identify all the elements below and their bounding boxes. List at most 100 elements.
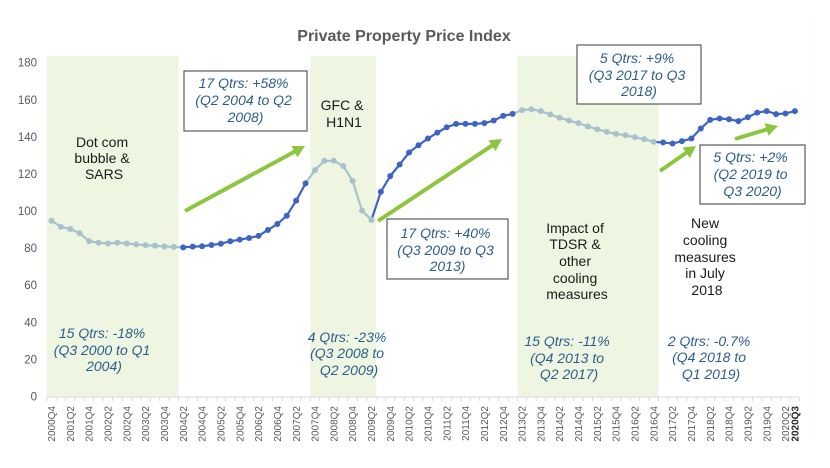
series-points: [48, 106, 798, 251]
data-point: [283, 212, 290, 219]
event-label-line: other: [559, 253, 591, 269]
x-tick-label: 2012Q4: [499, 406, 510, 442]
data-point: [359, 207, 366, 214]
x-axis: [46, 396, 801, 401]
data-point: [86, 238, 93, 245]
data-point: [556, 114, 563, 121]
x-tick-label: 2006Q2: [254, 406, 265, 442]
data-point: [519, 107, 525, 114]
data-point: [744, 114, 751, 121]
change-annotation-text: 5 Qtrs: +9% (Q3 2017 to Q3 2018): [589, 50, 689, 99]
x-tick-label: 2004Q2: [179, 406, 190, 442]
data-point: [716, 115, 723, 122]
data-point: [48, 217, 55, 224]
change-annotation-text: 15 Qtrs: -18% (Q3 2000 to Q1 2004): [54, 325, 154, 374]
change-annotation-text: 2 Qtrs: -0.7% (Q4 2018 to Q1 2019): [667, 333, 754, 382]
data-point: [754, 109, 761, 116]
y-tick-label: 80: [24, 243, 37, 255]
event-label-line: 2018: [691, 282, 722, 298]
change-annotation-line: 5 Qtrs: +9%: [600, 50, 674, 66]
data-point: [161, 243, 168, 250]
x-tick-label: 2008Q2: [329, 406, 340, 442]
data-point: [669, 140, 676, 147]
data-point: [415, 142, 422, 149]
arrow-shaft: [376, 143, 494, 223]
data-point: [104, 240, 111, 247]
change-annotation-box: 17 Qtrs: +40% (Q3 2009 to Q3 2013): [386, 218, 509, 280]
data-point: [528, 106, 535, 113]
event-label-line: bubble &: [74, 150, 130, 166]
x-tick-label: 2019Q2: [743, 406, 754, 442]
data-point: [152, 242, 159, 249]
event-label-line: cooling: [553, 270, 597, 286]
event-label-line: in July: [685, 265, 725, 281]
arrow-head-icon: [682, 146, 696, 159]
data-point: [368, 216, 375, 223]
event-label-line: measures: [546, 286, 607, 302]
data-point: [697, 125, 704, 132]
data-point: [321, 157, 328, 164]
x-tick-label: 2000Q4: [47, 406, 58, 442]
change-annotation-line: (Q3 2008 to: [310, 345, 384, 361]
data-point: [584, 123, 591, 130]
x-tick-label: 2015Q4: [612, 406, 623, 442]
data-point: [180, 244, 187, 251]
y-tick-label: 60: [24, 280, 37, 292]
data-point: [726, 116, 733, 123]
change-annotation-line: Q2 2017): [540, 366, 598, 382]
data-point: [208, 241, 215, 248]
change-annotation-line: 17 Qtrs: +58%: [199, 75, 289, 91]
data-point: [434, 129, 441, 136]
data-point: [142, 242, 149, 249]
data-point: [264, 226, 271, 233]
event-label-cooling-2018: New cooling measures in July 2018: [674, 215, 739, 298]
y-tick-label: 120: [18, 169, 37, 181]
event-label-line: TDSR &: [549, 236, 601, 252]
x-tick-label: 2019Q4: [762, 406, 773, 442]
x-tick-label: 2017Q2: [668, 406, 679, 442]
data-point: [500, 112, 507, 119]
x-tick-label: 2002Q2: [104, 406, 115, 442]
change-annotation-line: 2004): [85, 358, 122, 374]
data-point: [462, 120, 469, 127]
change-annotation-line: (Q2 2004 to Q2: [195, 92, 292, 108]
series-line-segment: [351, 179, 364, 212]
x-tick-label: 2011Q4: [461, 406, 472, 441]
change-annotation-line: (Q2 2019 to: [714, 166, 788, 182]
x-tick-label: 2009Q2: [367, 406, 378, 442]
arrow-shaft: [658, 150, 689, 173]
data-point: [255, 232, 262, 239]
x-tick-label: 2008Q4: [348, 406, 359, 442]
annotation-box-frame: [183, 70, 308, 132]
event-label-dotcom: Dot com bubble & SARS: [74, 134, 133, 182]
x-tick-label: 2020Q3: [790, 406, 801, 442]
x-tick-label: 2006Q4: [273, 406, 284, 442]
change-annotation-text: 15 Qtrs: -11% (Q4 2013 to Q2 2017): [524, 333, 613, 382]
y-tick-label: 140: [18, 132, 37, 144]
change-annotation-line: 2018): [620, 83, 657, 99]
x-tick-label: 2007Q4: [311, 406, 322, 442]
trend-arrow: [734, 123, 778, 141]
data-point: [133, 241, 140, 248]
change-annotation-line: 5 Qtrs: +2%: [713, 149, 787, 165]
data-point: [424, 135, 431, 142]
data-point: [566, 117, 573, 124]
data-point: [660, 139, 667, 146]
event-label-line: New: [691, 215, 720, 231]
event-label-line: Dot com: [76, 134, 128, 150]
arrow-shaft: [184, 149, 297, 213]
change-annotation-line: 17 Qtrs: +40%: [401, 225, 491, 241]
data-point: [396, 161, 403, 168]
change-annotation-box: 5 Qtrs: +2% (Q2 2019 to Q3 2020): [699, 144, 806, 205]
x-tick-label: 2013Q2: [518, 406, 529, 442]
change-annotation-text: 5 Qtrs: +2% (Q2 2019 to Q3 2020): [713, 149, 791, 199]
data-point: [189, 243, 196, 250]
y-tick-label: 100: [18, 206, 37, 218]
data-point: [622, 132, 629, 139]
data-point: [76, 230, 83, 237]
x-tick-label: 2015Q2: [593, 406, 604, 442]
event-label-line: cooling: [683, 232, 727, 248]
annotation-box-frame: [386, 218, 509, 280]
change-annotation-box: 5 Qtrs: +9% (Q3 2017 to Q3 2018): [576, 44, 702, 105]
